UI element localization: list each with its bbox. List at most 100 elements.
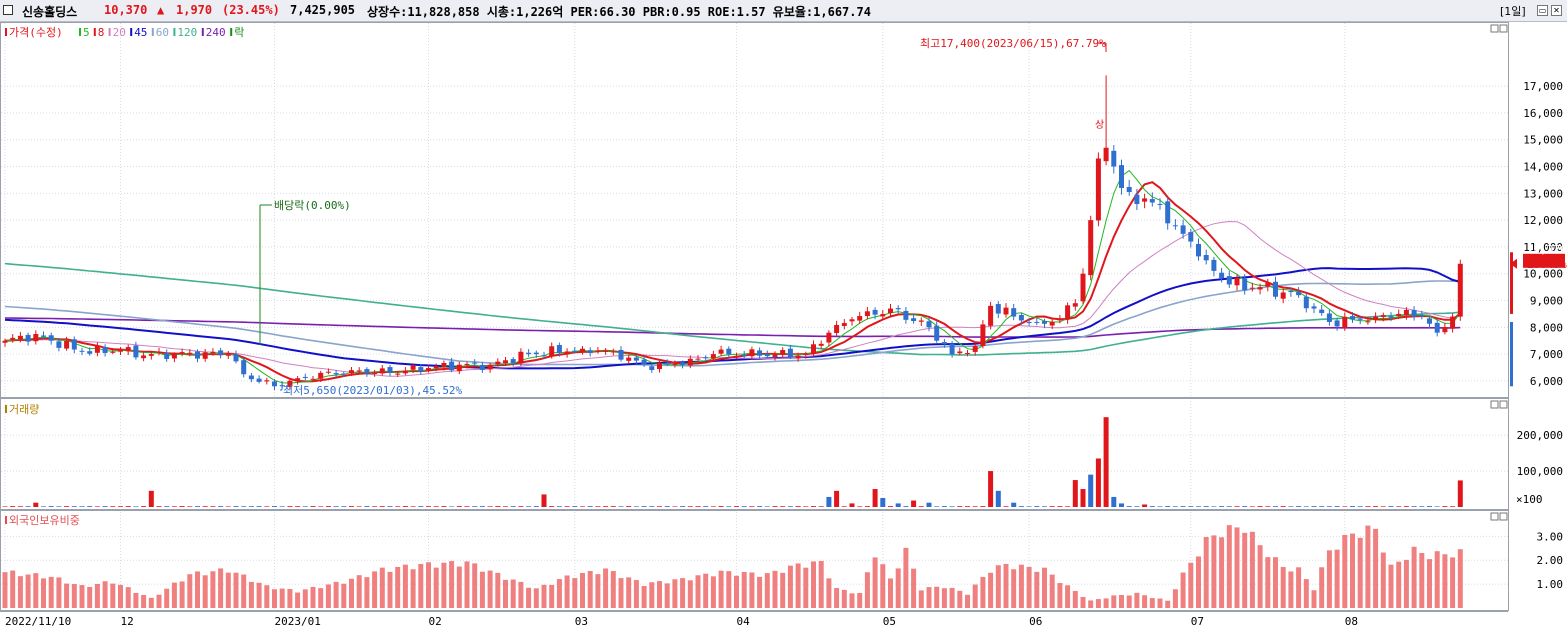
volume-bar [926,502,932,507]
volume-bar [395,506,401,507]
foreign-ratio-bar [1388,564,1394,608]
foreign-ratio-bar [664,583,670,608]
volume-bar [1057,506,1063,507]
foreign-ratio-bar [233,572,239,608]
select-checkbox[interactable] [3,5,13,15]
foreign-ratio-bar [1342,534,1348,608]
foreign-ratio-bar [10,570,16,608]
foreign-ratio-bar [734,575,739,608]
foreign-ratio-bar [1042,567,1047,608]
candle-body [187,352,193,354]
volume-bar [672,506,678,507]
stock-name: 신송홀딩스 [22,5,78,19]
volume-bar [934,506,940,507]
volume-bar [1011,502,1017,507]
volume-bar [264,506,270,507]
candle-body [1326,313,1332,322]
foreign-ratio-bar [995,565,1001,608]
foreign-ratio-pane-close-icon[interactable] [1499,512,1508,521]
candle-body [795,355,801,359]
price-tick-label: 16,000 [1523,107,1563,120]
volume-bar [626,506,632,507]
volume-bar [787,506,793,507]
dividend-annotation: 배당락(0.00%) [274,199,351,212]
volume-bar [1165,506,1171,507]
foreign-ratio-bar [56,577,62,608]
candle-body [1419,315,1425,317]
volume-bar [564,506,570,507]
candle-body [710,354,716,359]
candle-body [133,345,139,358]
foreign-ratio-bar [218,568,224,608]
candle-body [888,308,893,314]
candle-body [1119,165,1124,188]
foreign-ratio-bar [888,578,893,608]
foreign-ratio-bar [549,584,555,608]
volume-bar [1034,506,1040,507]
foreign-ratio-bar [1380,552,1386,608]
foreign-ratio-bar [903,547,909,608]
candle-body [818,343,824,346]
foreign-ratio-bar [757,576,763,608]
volume-pane-minimize-icon[interactable] [1490,400,1499,409]
foreign-ratio-bar [1373,528,1379,608]
volume-bar [1142,504,1148,507]
price-legend-label: 락 [234,26,244,39]
foreign-ratio-bar [125,587,131,608]
candle-body [125,347,131,352]
close-icon[interactable]: ✕ [1551,5,1562,16]
price-tick-label: 17,000 [1523,80,1563,93]
candle-body [87,351,93,354]
foreign-ratio-bar [133,592,139,608]
volume-bar [349,506,354,507]
foreign-ratio-bar [333,581,339,608]
volume-bar [864,506,870,507]
price-legend-label: 가격(수정) [9,26,63,39]
candle-body [926,321,932,328]
volume-pane-close-icon[interactable] [1499,400,1508,409]
volume-bar [1396,506,1402,507]
foreign-ratio-bar [402,564,408,608]
volume-bar [248,506,254,507]
candle-body [1003,307,1009,315]
foreign-ratio-bar [79,585,85,608]
foreign-ratio-bar [71,584,77,608]
candle-body [233,354,239,362]
price-pane-minimize-icon[interactable] [1490,24,1499,33]
volume-bar [764,506,770,507]
candle-body [1411,310,1417,317]
trade-volume: 7,425,905 [290,3,356,17]
foreign-ratio-bar [1357,537,1363,608]
x-tick-label: 03 [575,615,588,628]
candle-body [1165,201,1171,224]
candle-body [41,335,46,337]
foreign-ratio-bar [587,570,593,608]
candle-body [772,354,778,358]
restore-icon[interactable]: ▭ [1537,5,1548,16]
volume-bar [1211,506,1217,507]
price-pane-close-icon[interactable] [1499,24,1508,33]
foreign-ratio-pane-minimize-icon[interactable] [1490,512,1499,521]
volume-bar [1134,506,1140,507]
volume-bar [1072,480,1078,507]
candle-body [472,362,478,364]
candle-body [56,341,62,348]
volume-bar [1288,506,1294,507]
candle-body [1188,232,1194,242]
x-tick-label: 06 [1029,615,1042,628]
foreign-ratio-bar [518,581,524,608]
volume-bar [233,506,239,507]
foreign-ratio-bar [1265,557,1271,608]
period-selector[interactable]: [1일] [1500,5,1526,18]
price-tick-label: 15,000 [1523,134,1563,147]
volume-bar [857,506,863,507]
price-legend-swatch [130,28,133,36]
foreign-ratio-bar [672,579,678,608]
last-price-label: 10,370 [1527,243,1567,256]
volume-bar [441,506,447,507]
volume-bar [718,506,724,507]
candle-body [864,311,870,317]
volume-bar [556,506,562,507]
foreign-ratio-bar [864,572,870,608]
volume-bar [880,498,886,507]
